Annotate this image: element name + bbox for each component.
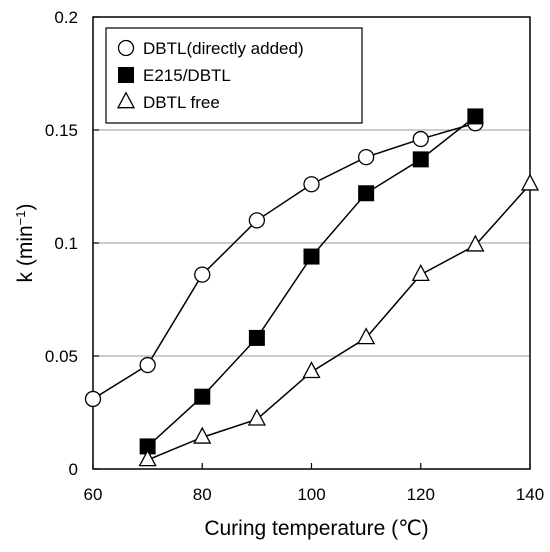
- data-point: [412, 130, 429, 148]
- data-point: [303, 176, 320, 193]
- y-tick-label: 0.1: [54, 234, 78, 253]
- series-line: [147, 183, 531, 461]
- data-point: [520, 173, 540, 191]
- data-point: [466, 234, 485, 252]
- y-tick-label: 0.15: [45, 121, 78, 140]
- data-point: [357, 148, 375, 166]
- data-point: [194, 388, 211, 405]
- y-tick-label: 0.05: [45, 347, 78, 366]
- legend-label: DBTL(directly added): [143, 39, 304, 58]
- legend-marker: [117, 39, 135, 57]
- y-axis-title-superscript: −1: [13, 211, 28, 226]
- legend-item: E215/DBTL: [118, 66, 231, 85]
- legend-label: E215/DBTL: [143, 66, 231, 85]
- legend: DBTL(directly added) E215/DBTL DBTL free: [105, 27, 363, 124]
- y-axis-title: k (min−1): [13, 204, 38, 283]
- data-point: [358, 185, 375, 202]
- data-point: [194, 266, 211, 283]
- data-point: [138, 449, 157, 467]
- data-point: [467, 108, 484, 125]
- legend-items: DBTL(directly added) E215/DBTL DBTL free: [116, 39, 304, 112]
- data-point: [248, 212, 266, 229]
- data-point: [357, 327, 376, 345]
- x-tick-label: 80: [193, 485, 212, 504]
- y-tick-label: 0: [69, 460, 78, 479]
- legend-marker: [116, 91, 136, 109]
- x-tick-label: 100: [297, 485, 325, 504]
- grid-layer: [93, 129, 530, 357]
- tick-layer: 0 0.05 0.1 0.15 0.2 60 80 100 120 140: [45, 8, 544, 504]
- data-point: [302, 361, 321, 379]
- data-point: [248, 329, 265, 346]
- legend-item: DBTL free: [116, 91, 220, 112]
- x-tick-label: 120: [407, 485, 435, 504]
- data-point: [139, 356, 156, 374]
- series-1: [84, 115, 484, 408]
- x-axis-title: Curing temperature (℃): [204, 517, 428, 540]
- legend-marker: [118, 67, 134, 83]
- legend-box: [105, 27, 363, 124]
- series-line: [92, 122, 476, 400]
- data-point: [247, 408, 266, 426]
- y-axis-title-close: ): [14, 204, 37, 211]
- data-point: [193, 426, 212, 444]
- data-point: [84, 390, 102, 408]
- data-point: [303, 248, 320, 265]
- y-tick-label: 0.2: [54, 8, 78, 27]
- data-point: [412, 151, 429, 168]
- series-2: [139, 108, 484, 455]
- data-point: [411, 263, 430, 281]
- x-tick-label: 60: [84, 485, 103, 504]
- legend-label: DBTL free: [143, 93, 220, 112]
- x-tick-label: 140: [516, 485, 544, 504]
- series-layer: [84, 108, 540, 467]
- legend-item: DBTL(directly added): [117, 39, 304, 58]
- y-axis-title-main: k (min: [14, 225, 37, 282]
- series-3: [138, 173, 540, 467]
